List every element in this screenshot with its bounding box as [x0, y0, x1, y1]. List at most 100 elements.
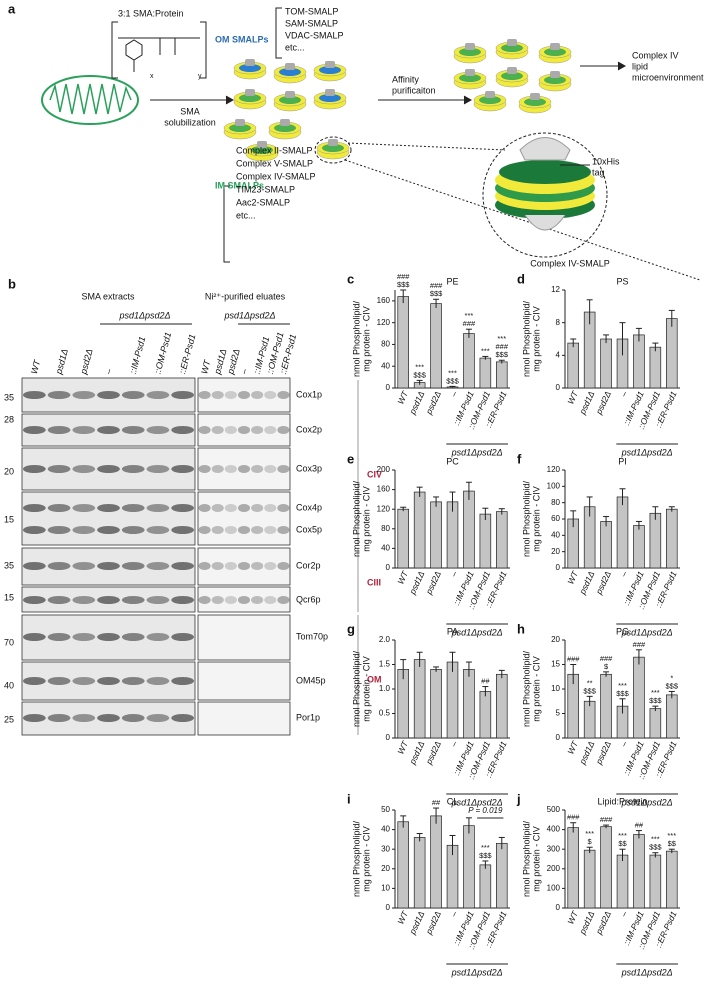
bar [430, 501, 442, 569]
x-tick-label: – [448, 739, 460, 749]
significance: ### [600, 654, 613, 663]
cristae [49, 83, 132, 115]
x-tick-label: WT [565, 909, 580, 926]
y-axis-label: mg protein - CIV [531, 826, 541, 892]
band [97, 677, 120, 685]
x-tick-label: – [618, 909, 630, 919]
bar [633, 525, 645, 569]
bar [649, 346, 662, 389]
group-label: psd1Δpsd2Δ [621, 447, 673, 457]
protein [328, 139, 338, 146]
bar [413, 837, 426, 909]
band [47, 714, 71, 722]
strain-group: psd1Δpsd2Δ [223, 310, 275, 320]
sma-ratio: 3:1 SMA:Protein [118, 8, 184, 18]
om-item: SAM-SMALP [285, 18, 338, 28]
y-axis-label: mg protein - CIV [361, 656, 371, 722]
significance: ## [635, 821, 644, 830]
x-tick-label: – [618, 569, 630, 579]
protein-label: Cor2p [296, 560, 321, 570]
band [47, 426, 71, 434]
group-label: psd1Δpsd2Δ [621, 967, 673, 977]
significance: *** [465, 311, 474, 320]
band [171, 504, 195, 512]
disc-core [544, 48, 566, 56]
protein [245, 59, 255, 66]
y-axis-label: nmol Phospholipid/ [351, 650, 361, 727]
significance: ### [633, 640, 646, 649]
significance: ## [481, 677, 490, 686]
band [146, 714, 170, 722]
result-label: lipid [632, 61, 648, 71]
protein [550, 71, 560, 78]
band [277, 391, 290, 399]
p-value: P = 0.019 [468, 806, 503, 815]
bar [600, 826, 612, 909]
x-tick-label: – [448, 569, 460, 579]
y-tick-label: 50 [381, 805, 390, 814]
y-tick-label: 20 [551, 547, 560, 556]
y-tick-label: 80 [551, 498, 560, 507]
panel-label: c [347, 271, 354, 286]
bracket [223, 185, 230, 263]
blot-title: SMA extracts [81, 291, 135, 301]
lane-label: ::IM-Psd1 [128, 335, 148, 375]
band [237, 426, 251, 434]
bar [397, 296, 409, 389]
mw-marker: 15 [4, 592, 14, 602]
y-tick-label: 160 [377, 296, 391, 305]
band [211, 426, 224, 434]
mitochondrion [41, 75, 139, 125]
bar [583, 700, 596, 739]
y-tick-label: 0 [386, 563, 391, 572]
y-axis-label: mg protein - CIV [361, 486, 371, 552]
blot-strip [21, 491, 196, 546]
disc-core [459, 74, 481, 82]
bar [479, 513, 492, 569]
x-tick-label: psd2Δ [423, 739, 443, 766]
im-item: Complex II-SMALP [236, 145, 313, 155]
mw-marker: 70 [4, 637, 14, 647]
band [198, 562, 211, 570]
protein [325, 61, 335, 68]
nanodiscs [223, 39, 572, 162]
bar [649, 854, 662, 909]
blot-title: Ni²⁺-purified eluates [205, 291, 286, 301]
band [171, 562, 195, 570]
y-tick-label: 120 [377, 318, 391, 327]
significance: $$$ [479, 851, 492, 860]
y-tick-label: 12 [551, 285, 560, 294]
y-tick-label: 160 [377, 485, 391, 494]
protein [285, 63, 295, 70]
band [264, 465, 277, 473]
x-tick-label: WT [395, 569, 410, 586]
y-tick-label: 1.0 [379, 684, 391, 693]
protein-label: Tom70p [296, 631, 328, 641]
band [251, 562, 264, 570]
y-tick-label: 10 [551, 684, 560, 693]
im-title: IM SMALPs [215, 180, 264, 190]
bar [616, 854, 629, 909]
chart-title: PI [618, 456, 627, 466]
bar [649, 708, 662, 739]
band [264, 391, 277, 399]
band [146, 562, 170, 570]
disc-core [319, 94, 341, 102]
band [72, 596, 96, 604]
x-tick-label: WT [395, 389, 410, 406]
y-tick-label: 80 [381, 340, 390, 349]
disc-core [501, 72, 523, 80]
significance: ### [567, 813, 580, 822]
y-tick-label: 200 [377, 465, 391, 474]
band [97, 391, 120, 399]
band [121, 504, 145, 512]
bracket [275, 7, 282, 59]
x-tick-label: WT [565, 389, 580, 406]
bar [496, 361, 508, 389]
protein [465, 43, 475, 50]
band [264, 426, 277, 434]
protein [550, 43, 560, 50]
band [22, 504, 46, 512]
chart-title: PC [446, 456, 459, 466]
disc-core [239, 94, 261, 102]
